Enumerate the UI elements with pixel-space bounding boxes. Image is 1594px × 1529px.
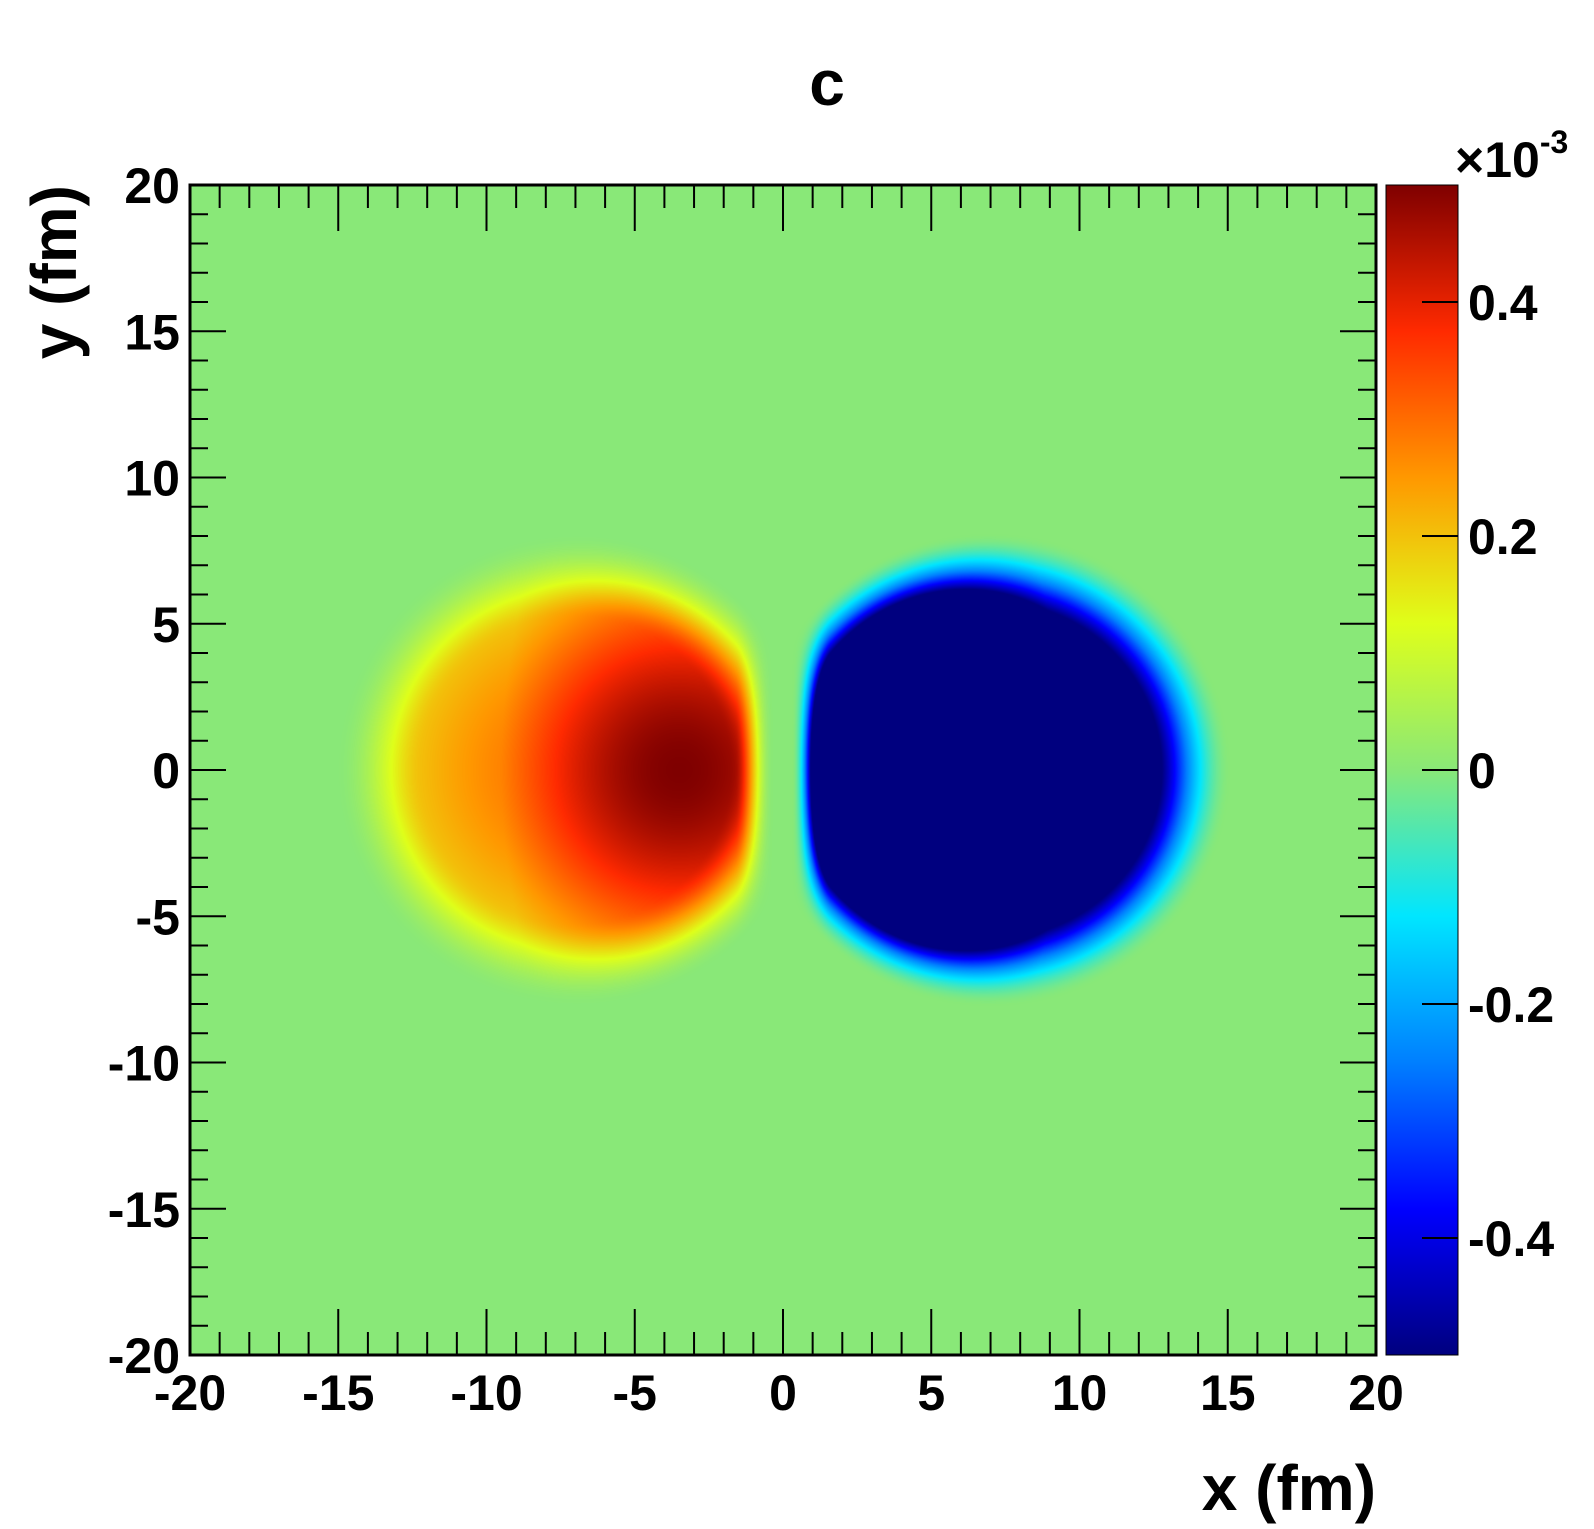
colorbar-tick-label: -0.2 (1468, 977, 1554, 1033)
x-axis-ticks (189, 185, 1377, 1355)
y-tick-label: -5 (136, 889, 180, 945)
y-tick-label: -10 (108, 1036, 180, 1092)
colorbar-multiplier-base: ×10 (1455, 132, 1540, 188)
y-tick-label: 0 (152, 743, 180, 799)
y-tick-label: 10 (124, 451, 180, 507)
y-axis-tick-labels: -20 -15 -10 -5 0 5 10 15 20 (108, 158, 180, 1384)
x-tick-label: -20 (154, 1365, 226, 1421)
y-axis-label: y (fm) (18, 185, 90, 359)
heatmap-image (190, 185, 1376, 1355)
x-tick-label: 10 (1052, 1365, 1108, 1421)
heatmap-area (190, 185, 1376, 1355)
colorbar-tick-label: 0.4 (1468, 275, 1538, 331)
y-axis-ticks (190, 184, 1376, 1356)
colorbar-tick-label: 0 (1468, 743, 1496, 799)
colorbar-tick-label: 0.2 (1468, 509, 1538, 565)
x-tick-label: -10 (450, 1365, 522, 1421)
x-tick-label: 20 (1348, 1365, 1404, 1421)
x-axis-label: x (fm) (1202, 1452, 1376, 1524)
chart-title: c (809, 47, 845, 119)
colorbar-tick-label: -0.4 (1468, 1211, 1554, 1267)
x-tick-label: -15 (302, 1365, 374, 1421)
y-tick-label: 20 (124, 158, 180, 214)
colorbar-tick-labels: -0.4 -0.2 0 0.2 0.4 (1468, 275, 1554, 1267)
y-tick-label: -15 (108, 1182, 180, 1238)
colorbar-multiplier-exponent: -3 (1540, 124, 1568, 160)
x-axis-tick-labels: -20 -15 -10 -5 0 5 10 15 20 (154, 1365, 1404, 1421)
y-tick-label: 15 (124, 304, 180, 360)
colorbar: -0.4 -0.2 0 0.2 0.4 ×10-3 (1385, 124, 1568, 1356)
y-tick-label: 5 (152, 597, 180, 653)
x-tick-label: -5 (613, 1365, 657, 1421)
x-tick-label: 5 (917, 1365, 945, 1421)
x-tick-label: 15 (1200, 1365, 1256, 1421)
colorbar-ticks (1422, 301, 1458, 1239)
y-tick-label: -20 (108, 1328, 180, 1384)
colorbar-multiplier: ×10-3 (1455, 124, 1568, 188)
x-tick-label: 0 (769, 1365, 797, 1421)
